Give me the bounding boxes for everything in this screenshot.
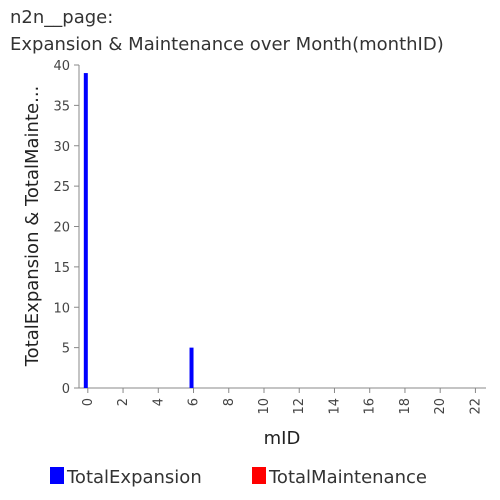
y-tick-label: 5 xyxy=(62,342,70,357)
chart-title-line-1: n2n__page: xyxy=(10,7,113,28)
bar-totalexpansion-6 xyxy=(189,347,194,388)
x-tick-label: 8 xyxy=(222,398,237,406)
x-tick-label: 16 xyxy=(363,398,378,415)
x-tick-label: 14 xyxy=(327,398,342,415)
y-tick-label: 30 xyxy=(53,140,70,155)
x-tick-label: 2 xyxy=(116,398,131,406)
y-axis-label: TotalExpansion & TotalMainte... xyxy=(22,86,43,368)
x-tick-label: 12 xyxy=(292,398,307,415)
plot-area: 0 5 10 15 20 25 30 35 40 0 2 4 6 8 10 12 14 16 18 20 22 xyxy=(53,59,486,415)
chart-title-line-2: Expansion & Maintenance over Month(month… xyxy=(10,34,444,55)
x-axis-label: mID xyxy=(264,428,301,449)
y-tick-label: 25 xyxy=(53,180,70,195)
y-tick-label: 20 xyxy=(53,221,70,236)
x-tick-label: 10 xyxy=(257,398,272,415)
x-tick-label: 4 xyxy=(151,398,166,406)
legend-label-totalmaintenance: TotalMaintenance xyxy=(268,467,427,488)
legend: TotalExpansion TotalMaintenance xyxy=(50,467,427,488)
legend-swatch-totalmaintenance xyxy=(252,467,266,484)
y-tick-label: 15 xyxy=(53,261,70,276)
y-tick-label: 40 xyxy=(53,59,70,74)
x-tick-label: 18 xyxy=(398,398,413,415)
y-tick-label: 10 xyxy=(53,301,70,316)
bar-totalexpansion-0 xyxy=(83,73,88,388)
x-tick-label: 0 xyxy=(81,398,96,406)
x-tick-label: 22 xyxy=(468,398,483,415)
x-tick-label: 20 xyxy=(433,398,448,415)
legend-swatch-totalexpansion xyxy=(50,467,64,484)
x-tick-label: 6 xyxy=(187,398,202,406)
y-tick-label: 35 xyxy=(53,99,70,114)
legend-label-totalexpansion: TotalExpansion xyxy=(66,467,202,488)
y-tick-label: 0 xyxy=(62,382,70,397)
